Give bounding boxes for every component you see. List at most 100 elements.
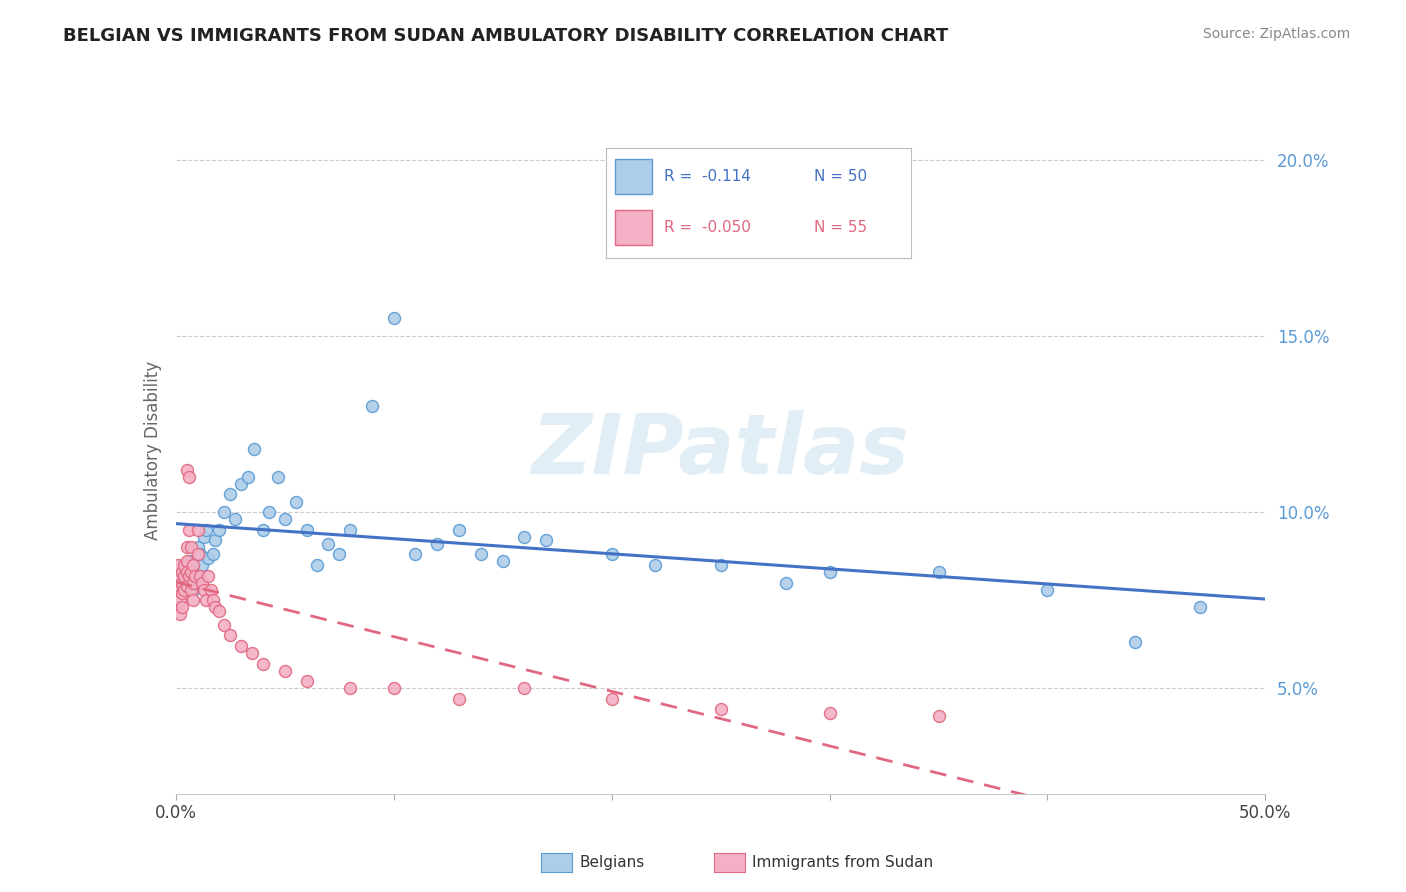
Point bbox=[180, 554, 202, 568]
Point bbox=[201, 593, 224, 607]
Text: ZIPatlas: ZIPatlas bbox=[531, 410, 910, 491]
Point bbox=[252, 523, 274, 537]
Point bbox=[212, 505, 235, 519]
Point bbox=[191, 575, 214, 590]
Point bbox=[188, 547, 211, 561]
Text: N = 50: N = 50 bbox=[814, 169, 866, 185]
Point bbox=[173, 568, 195, 582]
Point bbox=[274, 512, 297, 526]
Point bbox=[181, 575, 204, 590]
Point bbox=[252, 657, 274, 671]
Point bbox=[295, 674, 318, 689]
Point bbox=[177, 568, 200, 582]
Point bbox=[219, 487, 242, 501]
Point bbox=[176, 565, 198, 579]
Point bbox=[195, 523, 218, 537]
Point bbox=[231, 477, 253, 491]
Point bbox=[818, 565, 841, 579]
Point bbox=[295, 523, 318, 537]
Text: Source: ZipAtlas.com: Source: ZipAtlas.com bbox=[1202, 27, 1350, 41]
Point bbox=[181, 593, 204, 607]
Point bbox=[167, 582, 190, 597]
Point bbox=[513, 681, 536, 696]
Point bbox=[181, 558, 204, 572]
Point bbox=[177, 470, 200, 484]
Point bbox=[492, 554, 515, 568]
Point bbox=[172, 586, 194, 600]
Point bbox=[193, 582, 215, 597]
Point bbox=[201, 547, 224, 561]
Y-axis label: Ambulatory Disability: Ambulatory Disability bbox=[143, 361, 162, 540]
Point bbox=[173, 568, 195, 582]
Point bbox=[180, 582, 202, 597]
Point bbox=[200, 582, 222, 597]
Text: Belgians: Belgians bbox=[579, 855, 644, 870]
Point bbox=[470, 547, 492, 561]
Point bbox=[188, 568, 211, 582]
Point bbox=[267, 470, 290, 484]
Point bbox=[186, 523, 209, 537]
Point bbox=[928, 709, 950, 723]
Point bbox=[176, 554, 198, 568]
Text: R =  -0.050: R = -0.050 bbox=[664, 219, 751, 235]
Point bbox=[208, 523, 231, 537]
Point bbox=[193, 530, 215, 544]
Point bbox=[600, 547, 623, 561]
Point bbox=[169, 568, 191, 582]
Point bbox=[360, 400, 382, 414]
Point bbox=[208, 604, 231, 618]
Point bbox=[307, 558, 329, 572]
Point bbox=[259, 505, 281, 519]
Point bbox=[224, 512, 246, 526]
Point bbox=[318, 537, 340, 551]
Point bbox=[339, 523, 361, 537]
Point bbox=[644, 558, 666, 572]
Point bbox=[195, 593, 218, 607]
Point bbox=[180, 565, 202, 579]
Point bbox=[167, 558, 190, 572]
Point bbox=[243, 442, 266, 456]
Point bbox=[197, 550, 219, 565]
Point bbox=[176, 579, 198, 593]
Point bbox=[328, 547, 350, 561]
Point bbox=[197, 568, 219, 582]
Point bbox=[180, 541, 202, 555]
Point bbox=[169, 607, 191, 622]
Point bbox=[186, 547, 209, 561]
Point bbox=[177, 523, 200, 537]
Text: BELGIAN VS IMMIGRANTS FROM SUDAN AMBULATORY DISABILITY CORRELATION CHART: BELGIAN VS IMMIGRANTS FROM SUDAN AMBULAT… bbox=[63, 27, 949, 45]
Point bbox=[710, 702, 733, 716]
Point bbox=[339, 681, 361, 696]
Point bbox=[169, 593, 191, 607]
Bar bbox=[616, 210, 652, 245]
Point bbox=[1036, 582, 1059, 597]
Point bbox=[173, 558, 195, 572]
Point bbox=[176, 575, 198, 590]
Point bbox=[231, 639, 253, 653]
Point bbox=[172, 565, 194, 579]
Point bbox=[284, 494, 307, 508]
Text: R =  -0.114: R = -0.114 bbox=[664, 169, 751, 185]
Point bbox=[534, 533, 557, 548]
Point bbox=[447, 523, 470, 537]
Point bbox=[186, 541, 209, 555]
Point bbox=[1123, 635, 1146, 649]
Point bbox=[240, 646, 263, 660]
Point bbox=[219, 628, 242, 642]
Point bbox=[172, 575, 194, 590]
Point bbox=[212, 617, 235, 632]
Point bbox=[818, 706, 841, 720]
Point bbox=[173, 582, 195, 597]
Point bbox=[426, 537, 449, 551]
Point bbox=[382, 311, 405, 326]
Point bbox=[184, 568, 207, 582]
Point bbox=[167, 600, 190, 615]
Point bbox=[775, 575, 797, 590]
Point bbox=[447, 691, 470, 706]
Point bbox=[513, 530, 536, 544]
Point bbox=[1189, 600, 1212, 615]
Point bbox=[600, 691, 623, 706]
Point bbox=[204, 600, 226, 615]
Point bbox=[191, 558, 214, 572]
Point bbox=[928, 565, 950, 579]
